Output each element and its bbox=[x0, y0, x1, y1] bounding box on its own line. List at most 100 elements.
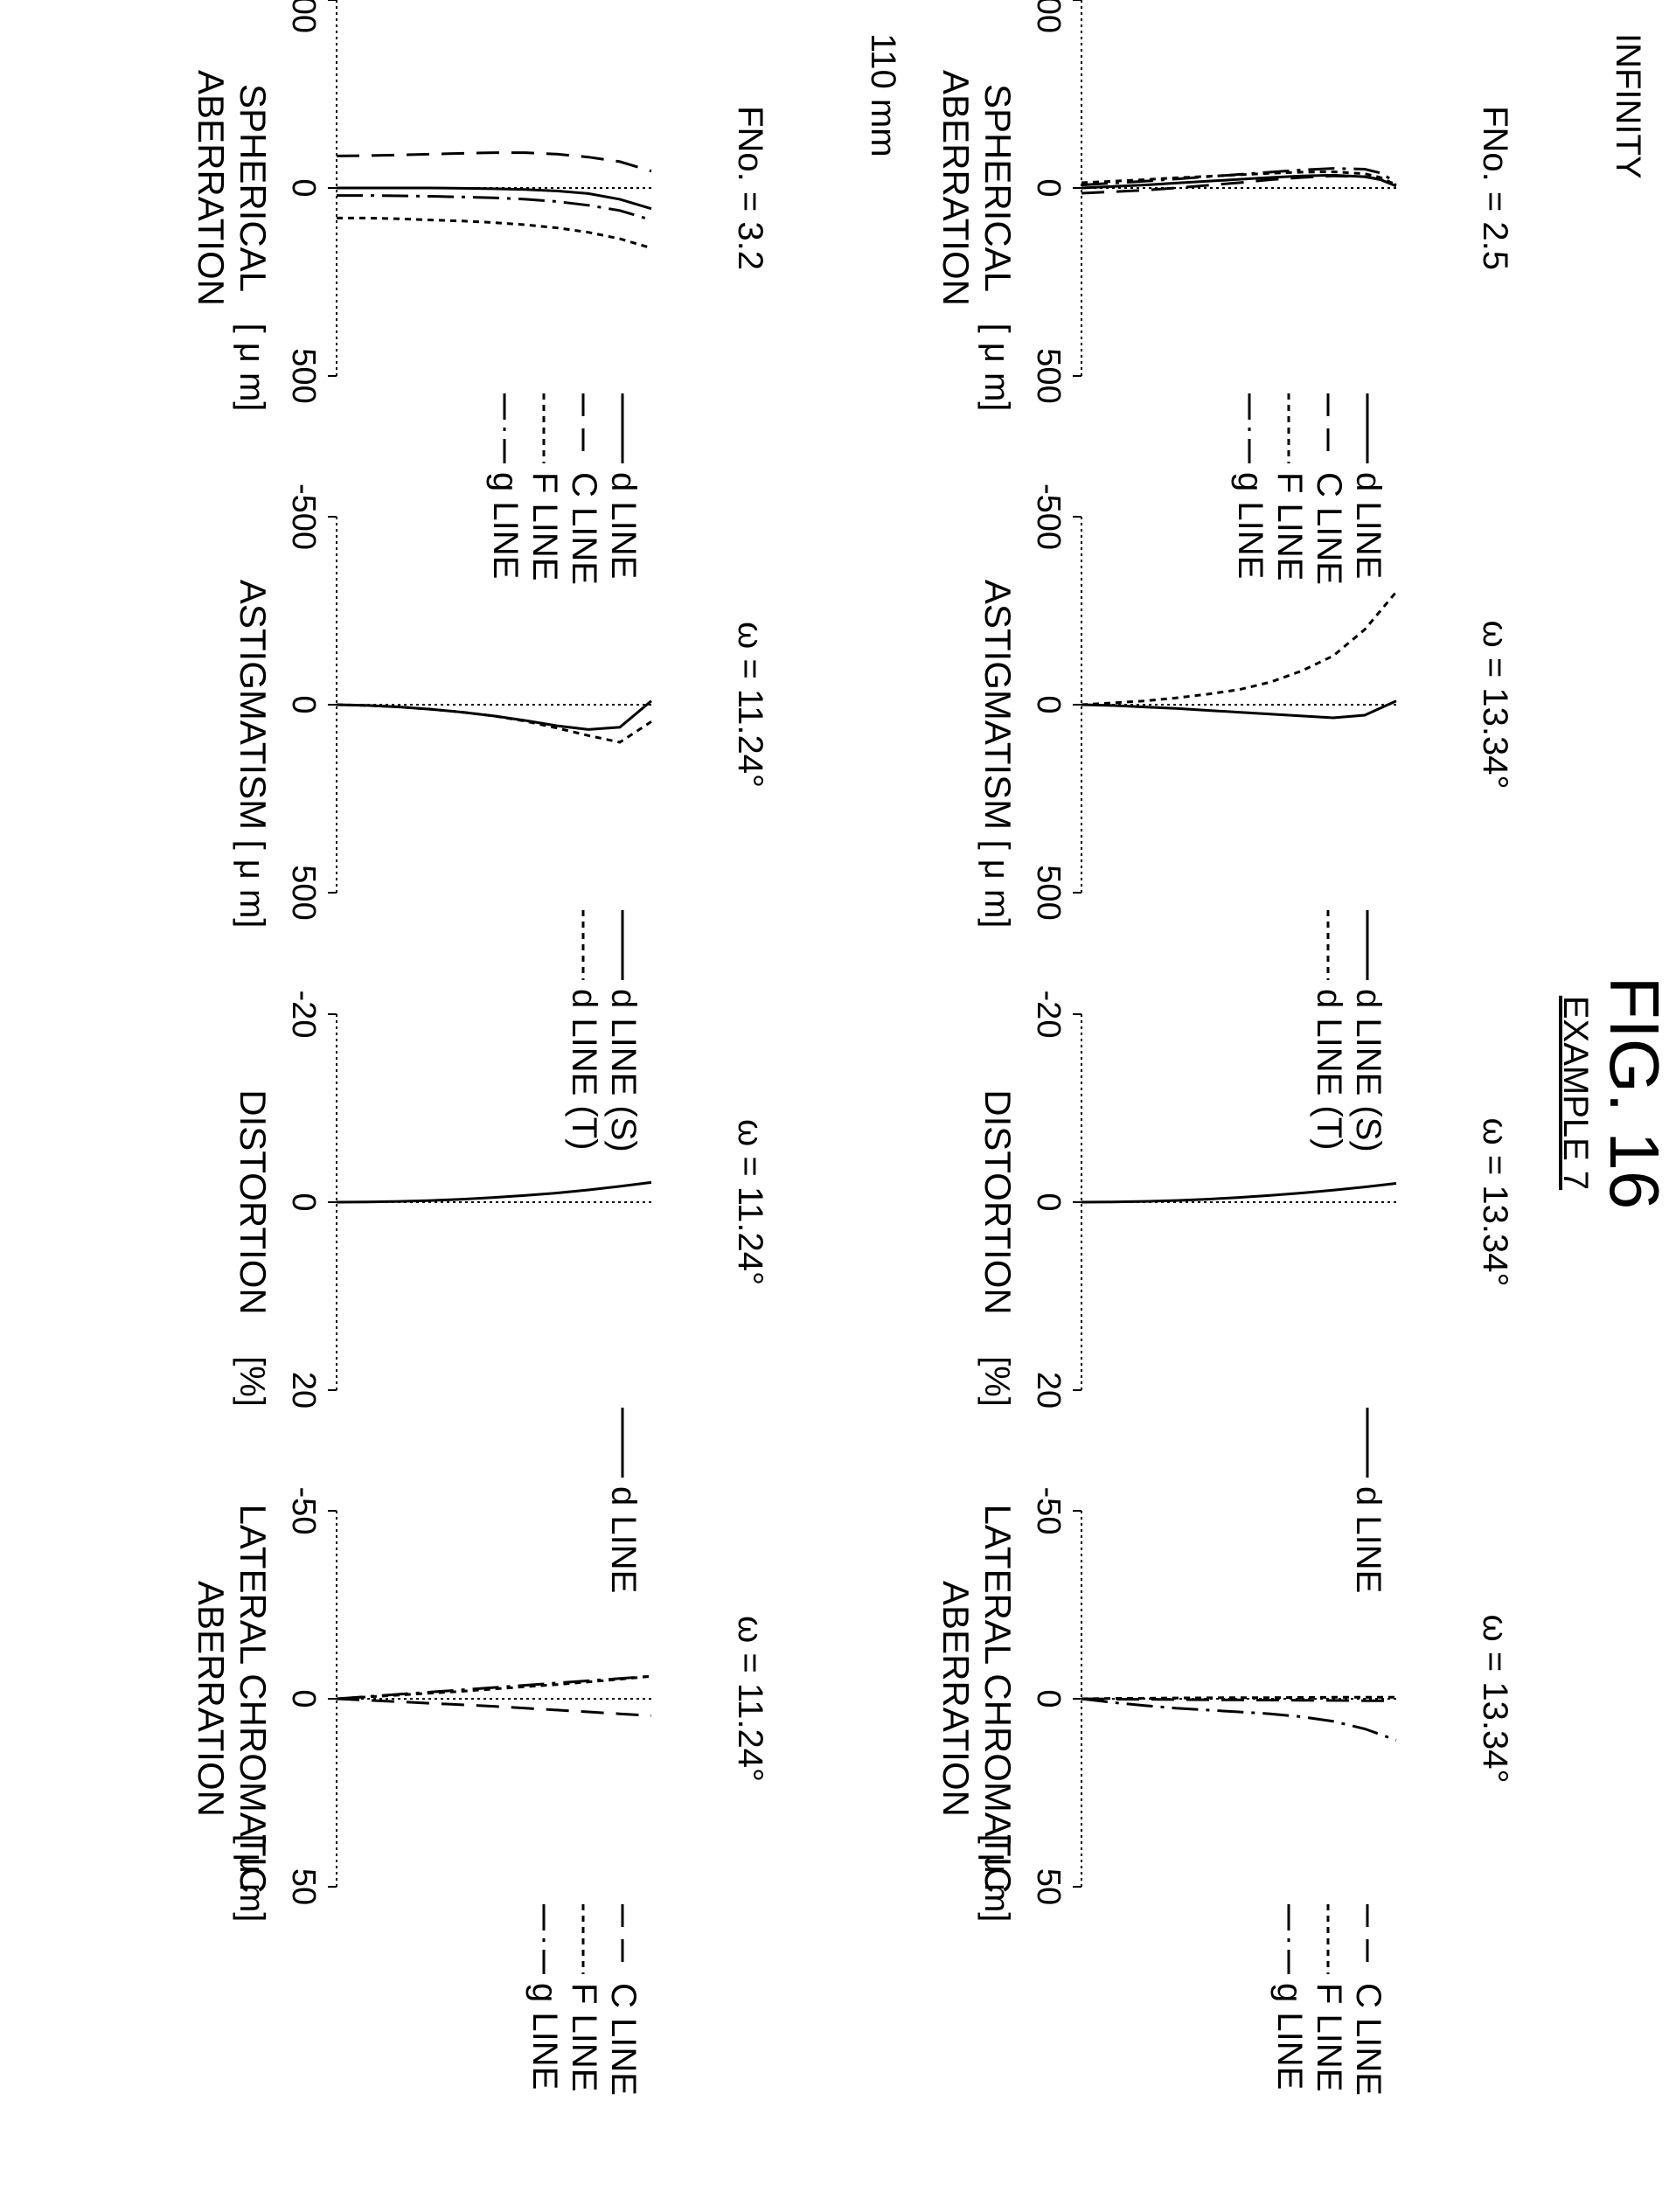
x-axis-label: ASTIGMATISM bbox=[233, 580, 274, 830]
series-line-d-line bbox=[337, 186, 652, 211]
tick-label: -20 bbox=[1030, 991, 1067, 1039]
tick-label: 500 bbox=[1030, 348, 1067, 403]
unit-label: [ μ m] bbox=[977, 840, 1016, 929]
legend-label: g LINE bbox=[1270, 1983, 1309, 2090]
legend-label: C LINE bbox=[1349, 1983, 1387, 2096]
legend-label: F LINE bbox=[525, 472, 564, 581]
series-line-d-line bbox=[1081, 1182, 1397, 1204]
x-axis-label: ASTIGMATISM bbox=[977, 580, 1019, 830]
plot-110mm-distortion: -20 0 20 ω = 11.24° DISTORTION [%] d LINE bbox=[233, 991, 769, 1594]
series-line-d-line bbox=[336, 1180, 652, 1204]
plot-title: ω = 11.24° bbox=[731, 622, 769, 788]
plot-title: ω = 11.24° bbox=[731, 1119, 769, 1285]
series-line-g-line bbox=[337, 194, 652, 222]
tick-label: 0 bbox=[285, 178, 322, 197]
figure-subtitle: EXAMPLE 7 bbox=[1556, 996, 1595, 1190]
legend-label: g LINE bbox=[1231, 472, 1269, 579]
row-label-110mm: 110 mm bbox=[864, 33, 902, 157]
tick-label: 20 bbox=[285, 1372, 322, 1409]
tick-label: 500 bbox=[1030, 865, 1067, 920]
series-line-d-line-t bbox=[336, 703, 652, 744]
tick-label: 0 bbox=[285, 1193, 322, 1211]
legend-label: d LINE bbox=[1349, 1486, 1387, 1593]
tick-label: -50 bbox=[285, 1487, 322, 1535]
legend-label: d LINE bbox=[1349, 472, 1387, 579]
series-line-g-line bbox=[1081, 167, 1397, 187]
x-axis-label: DISTORTION bbox=[977, 1089, 1019, 1314]
x-axis-label: LATERAL CHROMATICABERRATION bbox=[191, 1505, 274, 1894]
legend-label: F LINE bbox=[565, 1983, 603, 2091]
unit-label: [ μ m] bbox=[977, 323, 1016, 412]
legend-label: F LINE bbox=[1270, 472, 1309, 581]
tick-label: 50 bbox=[1030, 1868, 1067, 1905]
legend-label: g LINE bbox=[486, 472, 525, 579]
series-line-g-line bbox=[1081, 1697, 1397, 1742]
unit-label: [ μ m] bbox=[977, 1834, 1016, 1923]
plot-110mm-spherical-aberration: -500 0 500 FNo. = 3.2 SPHERICALABERRATION [ μ… bbox=[191, 0, 769, 585]
series-line-d-line-t bbox=[1081, 591, 1398, 706]
legend-label: d LINE (S) bbox=[1349, 989, 1387, 1152]
legend-label: C LINE bbox=[604, 1983, 643, 2096]
legend-label: d LINE (T) bbox=[565, 989, 603, 1150]
plot-title: ω = 13.34° bbox=[1476, 1615, 1514, 1784]
tick-label: -50 bbox=[1030, 1487, 1067, 1535]
tick-label: 20 bbox=[1030, 1372, 1067, 1409]
tick-label: -500 bbox=[285, 483, 322, 550]
legend-label: C LINE bbox=[565, 472, 603, 585]
plot-title: FNo. = 2.5 bbox=[1476, 106, 1514, 270]
tick-label: 50 bbox=[285, 1868, 322, 1905]
series-line-c-line bbox=[336, 1697, 652, 1717]
legend-label: C LINE bbox=[1310, 472, 1348, 585]
tick-label: 0 bbox=[285, 695, 322, 713]
series-line-c-line bbox=[1081, 1697, 1396, 1702]
figure-title: FIG. 16 bbox=[1596, 977, 1673, 1210]
legend-label: d LINE bbox=[604, 472, 643, 579]
legend-label: d LINE bbox=[604, 1486, 643, 1593]
series-line-g-line bbox=[336, 1674, 652, 1701]
tick-label: -500 bbox=[1030, 483, 1067, 550]
unit-label: [%] bbox=[233, 1356, 271, 1407]
series-line-c-line bbox=[336, 151, 652, 173]
tick-label: -500 bbox=[1030, 0, 1067, 33]
plot-infinity-spherical-aberration: -500 0 500 FNo. = 2.5 SPHERICALABERRATION [ μ… bbox=[935, 0, 1514, 585]
legend-label: d LINE (S) bbox=[604, 989, 643, 1152]
tick-label: -20 bbox=[285, 991, 322, 1039]
tick-label: 500 bbox=[285, 348, 322, 403]
unit-label: [ μ m] bbox=[233, 1834, 271, 1923]
unit-label: [%] bbox=[977, 1356, 1016, 1407]
x-axis-label: SPHERICALABERRATION bbox=[191, 70, 274, 306]
tick-label: 0 bbox=[1030, 695, 1067, 713]
tick-label: 0 bbox=[285, 1689, 322, 1708]
x-axis-label: LATERAL CHROMATICABERRATION bbox=[935, 1505, 1019, 1894]
legend-label: d LINE (T) bbox=[1310, 989, 1348, 1150]
unit-label: [ μ m] bbox=[233, 840, 271, 929]
plot-infinity-distortion: -20 0 20 ω = 13.34° DISTORTION [%] d LINE bbox=[977, 991, 1514, 1594]
row-label-infinity: INFINITY bbox=[1609, 33, 1647, 179]
plot-title: FNo. = 3.2 bbox=[731, 106, 769, 270]
legend-label: F LINE bbox=[1310, 1983, 1348, 2091]
legend-label: g LINE bbox=[525, 1983, 564, 2090]
series-line-f-line bbox=[337, 216, 652, 250]
x-axis-label: DISTORTION bbox=[233, 1089, 274, 1314]
tick-label: 500 bbox=[285, 865, 322, 920]
plot-title: ω = 13.34° bbox=[1476, 1118, 1514, 1287]
series-line-c-line bbox=[1081, 174, 1397, 195]
plot-110mm-astigmatism: -500 0 500 ω = 11.24° ASTIGMATISM [ μ m] d LIN… bbox=[233, 483, 769, 1152]
series-line-d-line-s bbox=[1081, 699, 1397, 720]
plot-title: ω = 13.34° bbox=[1476, 621, 1514, 790]
plot-infinity-lateral-chromatic-aberration: -50 0 50 ω = 13.34° LATERAL CHROMATICABERRAT… bbox=[935, 1487, 1514, 2096]
tick-label: -500 bbox=[285, 0, 322, 33]
plot-infinity-astigmatism: -500 0 500 ω = 13.34° ASTIGMATISM [ μ m] d LIN… bbox=[977, 483, 1514, 1152]
x-axis-label: SPHERICALABERRATION bbox=[935, 70, 1019, 306]
series-line-f-line bbox=[1081, 1695, 1396, 1701]
tick-label: 0 bbox=[1030, 1689, 1067, 1708]
plot-110mm-lateral-chromatic-aberration: -50 0 50 ω = 11.24° LATERAL CHROMATICABERRAT… bbox=[191, 1487, 769, 2096]
tick-label: 0 bbox=[1030, 178, 1067, 197]
unit-label: [ μ m] bbox=[233, 323, 271, 412]
tick-label: 0 bbox=[1030, 1193, 1067, 1211]
series-line-d-line-s bbox=[336, 699, 652, 731]
